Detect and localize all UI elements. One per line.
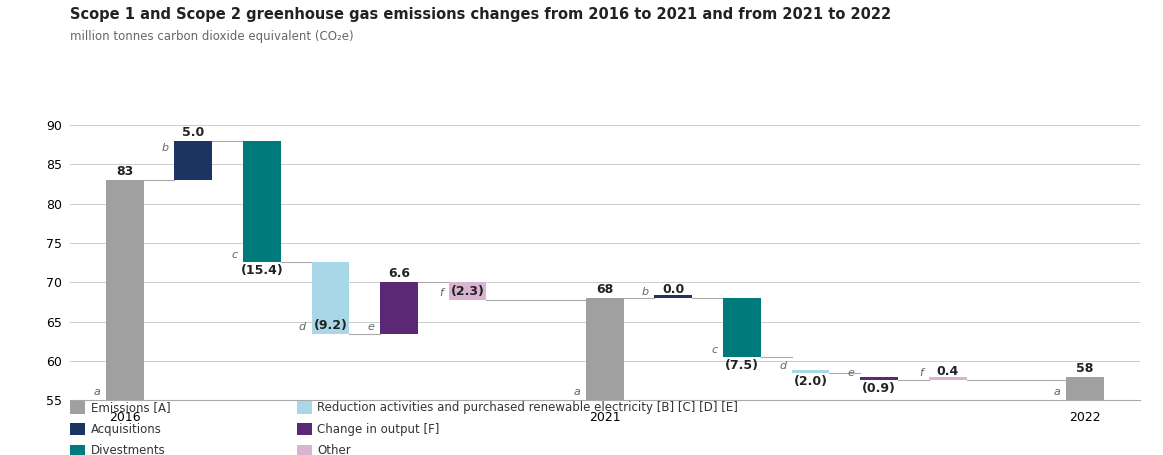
Text: 0.0: 0.0 bbox=[662, 283, 685, 296]
Bar bbox=[723, 298, 761, 357]
Text: e: e bbox=[299, 424, 305, 434]
Text: f: f bbox=[920, 369, 923, 379]
Text: 83: 83 bbox=[116, 165, 134, 178]
Text: c: c bbox=[72, 445, 78, 455]
Bar bbox=[243, 141, 280, 262]
Text: Scope 1 and Scope 2 greenhouse gas emissions changes from 2016 to 2021 and from : Scope 1 and Scope 2 greenhouse gas emiss… bbox=[70, 7, 891, 22]
Text: a: a bbox=[573, 387, 580, 397]
Text: d: d bbox=[779, 361, 786, 371]
Text: 68: 68 bbox=[597, 283, 613, 296]
Text: Change in output [F]: Change in output [F] bbox=[317, 423, 440, 435]
Text: Other: Other bbox=[317, 445, 351, 455]
Text: (0.9): (0.9) bbox=[862, 382, 896, 395]
Text: c: c bbox=[712, 345, 718, 355]
Bar bbox=[312, 262, 349, 334]
Bar bbox=[861, 377, 898, 380]
Text: (2.3): (2.3) bbox=[450, 285, 485, 298]
Bar bbox=[655, 295, 692, 298]
Bar bbox=[174, 141, 212, 180]
Bar bbox=[106, 180, 143, 400]
Text: d: d bbox=[299, 322, 306, 332]
Text: b: b bbox=[162, 143, 169, 153]
Text: (2.0): (2.0) bbox=[793, 375, 828, 388]
Text: b: b bbox=[642, 287, 649, 297]
Text: Divestments: Divestments bbox=[91, 445, 165, 455]
Text: 5.0: 5.0 bbox=[183, 126, 205, 139]
Text: million tonnes carbon dioxide equivalent (CO₂e): million tonnes carbon dioxide equivalent… bbox=[70, 30, 354, 43]
Bar bbox=[1066, 377, 1104, 400]
Text: f: f bbox=[440, 288, 443, 298]
Text: 6.6: 6.6 bbox=[388, 268, 411, 280]
Bar bbox=[929, 377, 966, 380]
Bar bbox=[792, 370, 829, 373]
Text: 0.4: 0.4 bbox=[936, 365, 958, 378]
Text: Acquisitions: Acquisitions bbox=[91, 423, 162, 435]
Text: Reduction activities and purchased renewable electricity [B] [C] [D] [E]: Reduction activities and purchased renew… bbox=[317, 401, 739, 414]
Text: c: c bbox=[231, 249, 237, 259]
Text: Emissions [A]: Emissions [A] bbox=[91, 401, 170, 414]
Text: (9.2): (9.2) bbox=[314, 319, 348, 332]
Text: (15.4): (15.4) bbox=[241, 264, 284, 277]
Text: f: f bbox=[299, 445, 302, 455]
Text: e: e bbox=[848, 369, 855, 379]
Text: a: a bbox=[72, 402, 78, 412]
Text: 58: 58 bbox=[1076, 362, 1093, 375]
Text: b: b bbox=[72, 424, 78, 434]
Text: a: a bbox=[93, 387, 100, 397]
Bar bbox=[586, 298, 623, 400]
Text: d: d bbox=[299, 402, 305, 412]
Text: (7.5): (7.5) bbox=[725, 359, 759, 372]
Bar bbox=[380, 283, 418, 334]
Bar bbox=[449, 283, 486, 300]
Text: e: e bbox=[368, 322, 374, 332]
Text: a: a bbox=[1054, 387, 1061, 397]
